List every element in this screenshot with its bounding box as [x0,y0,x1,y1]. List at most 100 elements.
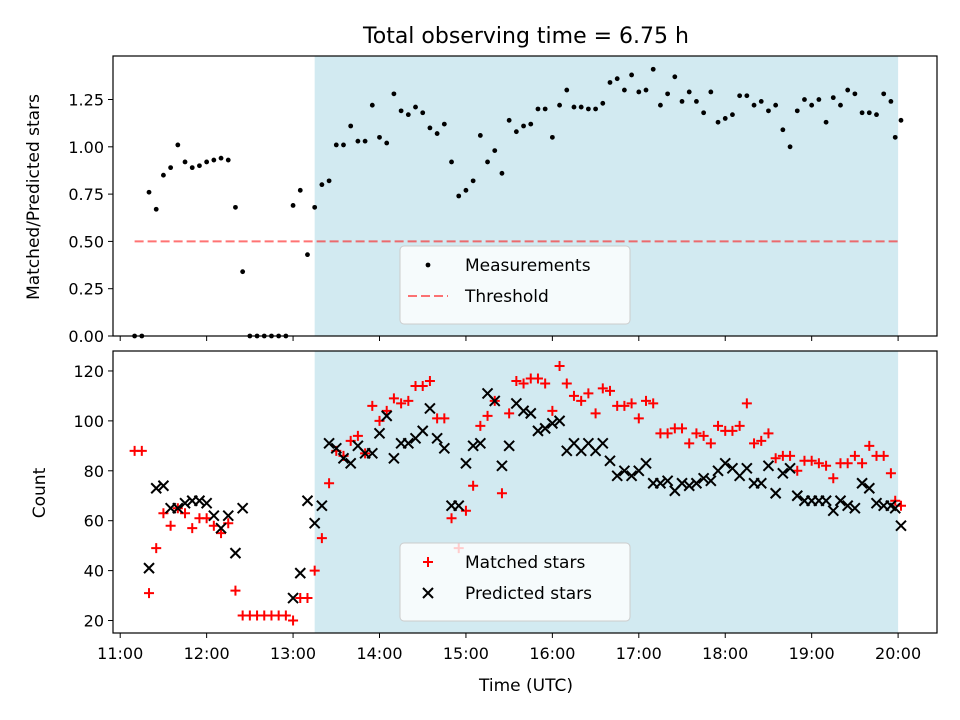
top-legend-box [399,245,631,325]
bottom-y-tick-label: 60 [84,512,104,531]
measurement-point [189,165,195,171]
measurement-point [492,148,498,153]
predicted-point [438,442,451,455]
predicted-point [525,407,537,420]
matched-point [568,390,579,401]
measurement-point [751,102,757,108]
predicted-point [889,502,901,514]
predicted-point [683,480,695,492]
measurement-point [773,102,779,108]
measurement-point [715,119,721,125]
predicted-point [820,495,832,507]
measurement-point [585,106,591,112]
measurement-point [816,97,822,102]
measurement-point [629,72,635,78]
measurement-point [766,108,771,114]
predicted-point [150,482,162,494]
matched-point [151,543,162,554]
matched-point [165,520,176,531]
measurement-point [564,87,570,93]
measurement-point [542,106,548,112]
measurement-point [161,172,166,178]
measurement-point [730,112,735,118]
matched-point [597,383,608,394]
measurement-point [859,110,865,116]
measurement-point [463,187,469,193]
measurement-point [722,116,728,121]
predicted-point [895,519,907,532]
matched-point [619,400,630,411]
measurement-point [441,121,447,127]
measurement-point [898,117,904,123]
measurement-point [830,95,836,101]
measurement-point [290,203,296,208]
chart-title: Total observing time = 6.75 h [362,24,689,49]
predicted-point [849,502,861,514]
predicted-point [157,480,170,492]
measurement-point [485,159,490,165]
matched-point [813,458,824,469]
matched-point [662,428,673,439]
measurement-point [398,108,404,114]
predicted-point [676,477,688,489]
measurements-series [132,66,904,339]
measurement-point [578,104,584,110]
matched-point [576,395,587,406]
top-y-tick-label: 0.00 [68,327,104,346]
predicted-point [553,415,566,427]
predicted-stars-series [143,387,907,604]
measurement-point [614,76,620,82]
predicted-point [705,475,717,487]
measurement-point [369,102,375,108]
matched-point [727,425,738,436]
top-y-axis-label: Matched/Predicted stars [24,94,44,300]
measurement-point [874,112,879,118]
predicted-point [366,447,379,460]
measurement-point [665,91,671,97]
measurement-point [204,159,210,165]
measurement-point [838,102,843,108]
matched-point [821,460,832,471]
legend-label: Matched stars [465,553,585,573]
predicted-point [474,437,487,450]
matched-point [468,480,479,491]
matched-point [648,398,659,409]
predicted-point [618,465,631,477]
x-tick-label: 18:00 [702,644,748,663]
measurement-point [341,142,346,148]
matched-point [633,413,644,424]
matched-point [583,388,594,399]
measurement-point [197,163,202,169]
predicted-point [467,440,479,452]
bottom-legend: Matched stars Predicted stars [399,542,631,622]
measurement-point [355,138,361,144]
predicted-point [215,522,227,534]
measurement-point [780,127,786,133]
matched-point [785,450,796,461]
predicted-point [308,517,321,529]
matched-point [475,420,486,431]
matched-point [352,430,363,441]
legend-label: Measurements [465,256,591,276]
legend-predicted-marker [422,587,434,599]
measurement-point [240,269,246,275]
matched-point [439,413,450,424]
predicted-point [172,502,184,514]
measurement-point [866,110,872,116]
predicted-point [236,502,249,514]
predicted-point [453,500,465,512]
measurement-point [506,117,512,123]
measurement-point [319,182,325,188]
measurement-point [528,121,534,127]
measurement-point [852,91,858,97]
measurement-point [744,93,750,99]
matched-point [417,380,428,391]
measurement-point [384,140,390,146]
measurement-point [701,110,707,116]
matched-point [705,438,716,449]
matched-point [496,488,507,499]
measurement-point [413,104,418,110]
predicted-point [661,475,674,487]
matched-point [316,533,327,544]
legend-label: Predicted stars [465,584,592,604]
